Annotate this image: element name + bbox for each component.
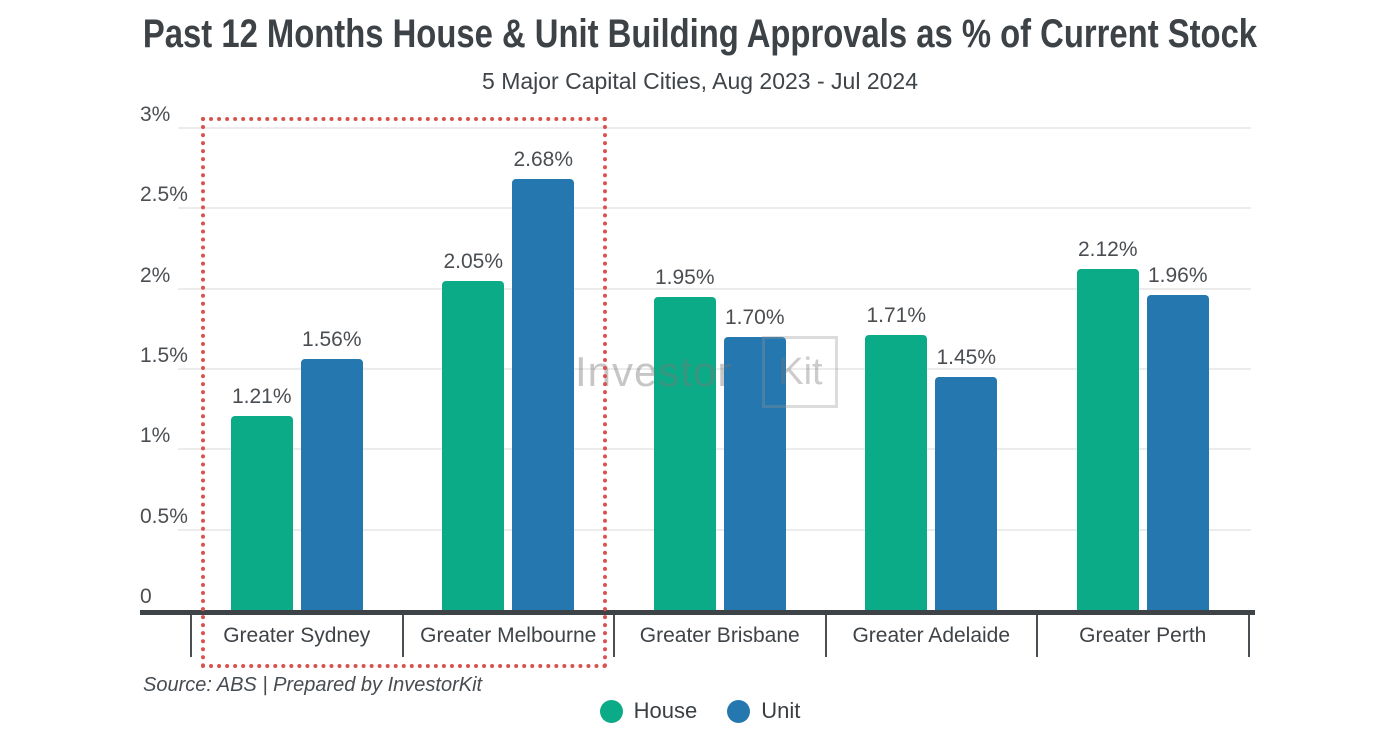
bar-value-label: 2.12% <box>1077 238 1138 262</box>
x-axis-tick <box>401 613 404 657</box>
unit-bar <box>935 377 998 610</box>
y-axis-tick-label: 2% <box>140 263 171 287</box>
x-axis-tick <box>190 613 192 657</box>
house-bar <box>653 296 716 610</box>
x-axis-tick <box>1247 613 1250 657</box>
watermark-logo-box: Kit <box>762 336 839 408</box>
x-axis-category-label: Greater Brisbane <box>639 624 800 647</box>
legend-item-unit: Unit <box>727 698 800 724</box>
x-axis-tick <box>613 613 615 657</box>
watermark-text: Investor <box>575 348 733 395</box>
house-bar <box>865 335 928 610</box>
bar-value-label: 1.56% <box>301 328 362 352</box>
x-axis-tick <box>1036 613 1038 657</box>
x-axis-tick <box>824 613 827 657</box>
x-axis-category-label: Greater Adelaide <box>852 624 1011 647</box>
legend-item-house: House <box>599 698 698 724</box>
unit-bar <box>512 179 575 610</box>
unit-legend-swatch <box>727 699 751 723</box>
bar-value-label: 1.70% <box>724 305 785 329</box>
x-axis-category-label: Greater Melbourne <box>420 624 597 647</box>
bar-value-label: 2.68% <box>513 148 574 172</box>
bar-value-label: 1.45% <box>936 346 997 370</box>
house-bar <box>442 280 505 610</box>
highlight-annotation-box <box>201 117 607 668</box>
y-gridline <box>178 287 1251 290</box>
y-axis-tick-label: 1.5% <box>140 344 188 367</box>
unit-bar <box>723 336 786 610</box>
y-axis-tick-label: 2.5% <box>140 183 188 207</box>
y-axis-tick-label: 1% <box>140 424 171 448</box>
bar-value-label: 1.95% <box>654 265 715 289</box>
y-axis-tick-label: 0.5% <box>140 504 188 528</box>
house-legend-swatch <box>599 699 623 723</box>
house-bar <box>230 415 293 610</box>
y-gridline <box>178 127 1251 129</box>
investorkit-watermark: Investor Kit <box>575 336 839 408</box>
legend: House Unit <box>0 698 1400 724</box>
house-bar <box>1076 269 1139 610</box>
chart-subtitle: 5 Major Capital Cities, Aug 2023 - Jul 2… <box>482 68 918 94</box>
source-note: Source: ABS | Prepared by InvestorKit <box>143 674 483 696</box>
bar-value-label: 1.71% <box>866 304 927 328</box>
x-axis-line <box>140 610 1255 615</box>
bar-value-label: 1.21% <box>231 384 292 408</box>
y-axis-tick-label: 0 <box>140 585 152 608</box>
x-axis-category-label: Greater Sydney <box>223 624 371 647</box>
x-axis-category-label: Greater Perth <box>1079 624 1207 647</box>
legend-label: House <box>633 698 698 723</box>
y-gridline <box>178 207 1251 210</box>
legend-label: Unit <box>761 698 801 723</box>
y-axis-tick-label: 3% <box>140 103 171 126</box>
unit-bar <box>1146 295 1209 610</box>
unit-bar <box>300 359 363 610</box>
bar-value-label: 1.96% <box>1147 264 1208 288</box>
chart-title: Past 12 Months House & Unit Building App… <box>142 12 1258 56</box>
bar-value-label: 2.05% <box>443 249 504 273</box>
